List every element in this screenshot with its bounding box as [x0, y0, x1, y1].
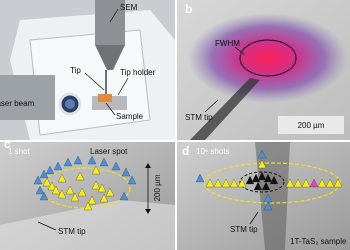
marker	[87, 195, 97, 205]
panel-a: SEM Tip Tip holder Laser beam Sample	[0, 0, 175, 140]
marker	[309, 178, 319, 188]
label: Laser spot	[90, 147, 128, 156]
markers	[195, 149, 343, 211]
panel-c: 1 shot c Laser spot 200 µm STM tip	[0, 137, 175, 250]
marker	[195, 173, 205, 183]
marker	[257, 149, 267, 159]
marker	[229, 178, 239, 188]
marker	[253, 181, 263, 191]
scale-bar-label: 200 µm	[298, 121, 325, 130]
panel-d: d 10⁶ shots STM tip 1T-TaS₂ sample	[177, 142, 350, 250]
marker	[301, 178, 311, 188]
panel-letter: c	[4, 137, 11, 151]
marker	[119, 191, 129, 201]
marker	[99, 157, 109, 167]
panel-letter: b	[185, 2, 192, 16]
marker	[35, 185, 45, 195]
marker	[33, 175, 43, 185]
marker	[65, 185, 75, 195]
marker	[87, 155, 97, 165]
marker	[53, 161, 63, 171]
panel-b: b FWHM STM tip 200 µm	[177, 0, 350, 140]
marker	[73, 155, 83, 165]
marker	[257, 171, 267, 181]
marker	[261, 181, 271, 191]
panel-letter: d	[182, 144, 189, 158]
caption: 10⁶ shots	[196, 147, 230, 156]
marker	[293, 178, 303, 188]
label: SEM	[120, 3, 138, 12]
marker	[213, 178, 223, 188]
marker	[99, 193, 109, 203]
marker	[333, 178, 343, 188]
label: Sample	[116, 112, 144, 121]
marker	[105, 187, 115, 197]
marker	[205, 178, 215, 188]
marker	[83, 201, 93, 211]
markers	[33, 155, 137, 211]
label: Tip	[70, 66, 81, 75]
marker	[57, 173, 67, 183]
marker	[70, 192, 80, 202]
marker	[75, 171, 85, 181]
marker	[51, 185, 61, 195]
marker	[269, 175, 279, 185]
marker	[111, 161, 121, 171]
label: STM tip	[58, 227, 86, 236]
label: FWHM	[215, 39, 240, 48]
marker	[47, 181, 57, 191]
label: STM tip	[230, 225, 258, 234]
label: 1T-TaS₂ sample	[290, 237, 347, 246]
marker	[39, 191, 49, 201]
label: STM tip	[185, 113, 213, 122]
marker	[221, 178, 231, 188]
marker	[45, 165, 55, 175]
marker	[63, 157, 73, 167]
marker	[91, 165, 101, 175]
marker	[325, 178, 335, 188]
marker	[317, 178, 327, 188]
marker	[263, 173, 273, 183]
marker	[257, 159, 267, 169]
marker	[237, 178, 247, 188]
scale-bar-label: 200 µm	[153, 174, 162, 201]
marker	[57, 189, 67, 199]
marker	[127, 175, 137, 185]
marker	[91, 180, 101, 190]
marker	[121, 167, 131, 177]
marker	[285, 178, 295, 188]
label: Tip holder	[120, 68, 156, 77]
marker	[263, 201, 273, 211]
marker	[42, 177, 52, 187]
marker	[97, 183, 107, 193]
caption: 1 shot	[8, 147, 31, 156]
label: Laser beam	[0, 99, 35, 108]
marker	[77, 187, 87, 197]
